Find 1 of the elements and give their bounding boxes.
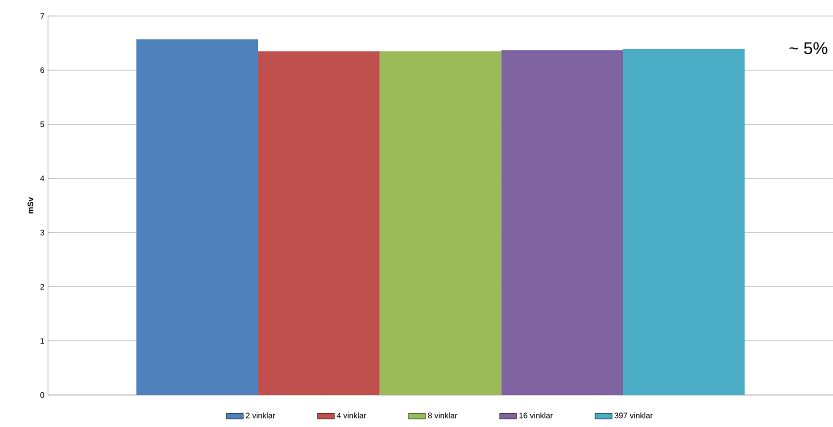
annotation: ~ 5% — [790, 42, 828, 54]
